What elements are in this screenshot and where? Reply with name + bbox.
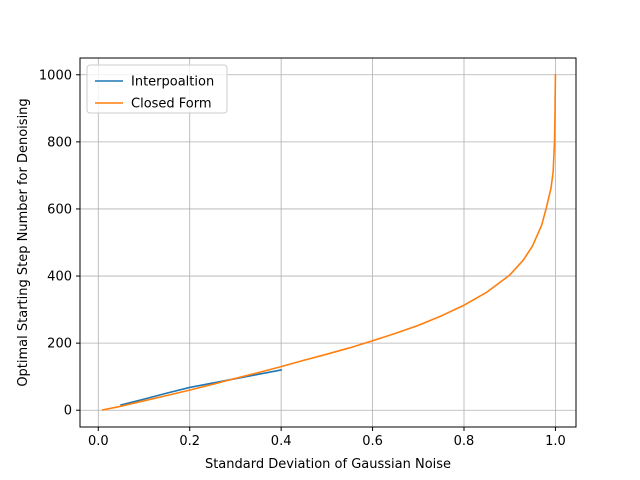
x-tick-label: 0.6 <box>362 434 383 449</box>
legend-label-interpolation: Interpoaltion <box>131 75 214 90</box>
y-tick-label: 0 <box>64 404 72 419</box>
x-tick-label: 0.2 <box>179 434 200 449</box>
series-line-interpolation <box>120 369 283 406</box>
plot-frame <box>79 57 577 428</box>
x-tick-label: 1.0 <box>545 434 566 449</box>
y-axis-label: Optimal Starting Step Number for Denoisi… <box>16 98 31 386</box>
x-axis-label: Standard Deviation of Gaussian Noise <box>205 457 451 472</box>
y-tick-label: 200 <box>47 337 72 352</box>
legend-label-closed-form: Closed Form <box>131 97 212 112</box>
x-tick-label: 0.4 <box>271 434 292 449</box>
legend: Interpoaltion Closed Form <box>86 64 228 114</box>
y-tick-label: 400 <box>47 270 72 285</box>
legend-box <box>86 64 228 114</box>
y-tick-label: 600 <box>47 202 72 217</box>
axis-ticks: 0.0 0.2 0.4 0.6 0.8 1.0 0 200 400 600 800 1000 <box>39 68 566 449</box>
y-tick-label: 1000 <box>39 68 72 83</box>
x-tick-label: 0.8 <box>454 434 475 449</box>
y-tick-label: 800 <box>47 135 72 150</box>
x-tick-label: 0.0 <box>88 434 109 449</box>
series-lines <box>101 73 557 411</box>
series-line-closed-form <box>101 73 557 411</box>
